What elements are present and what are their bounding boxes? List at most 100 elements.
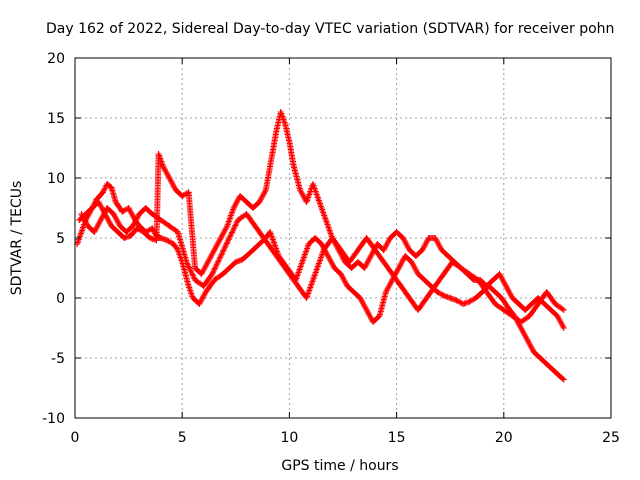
series-trace-b (76, 109, 567, 331)
data-point (483, 289, 490, 295)
data-point (303, 295, 310, 301)
data-point (114, 229, 121, 235)
data-point (560, 325, 567, 331)
data-point (361, 265, 368, 271)
data-point (249, 247, 256, 253)
data-point (125, 205, 132, 211)
data-point (348, 265, 355, 271)
y-axis-label: SDTVAR / TECUs (9, 181, 25, 296)
data-point (492, 301, 499, 307)
data-point (502, 283, 509, 289)
data-point (432, 235, 439, 241)
data-point (389, 271, 396, 277)
data-point (402, 253, 409, 259)
data-point (346, 259, 353, 265)
data-point (140, 229, 147, 235)
data-point (108, 184, 115, 191)
data-point (550, 367, 557, 373)
data-point (185, 283, 192, 289)
data-point (547, 307, 554, 313)
data-point (262, 187, 269, 193)
chart-title: Day 162 of 2022, Sidereal Day-to-day VTE… (46, 21, 614, 37)
data-point (78, 211, 85, 217)
data-point (374, 241, 381, 247)
data-point (211, 277, 218, 283)
data-point (415, 271, 422, 277)
marker-path (78, 205, 566, 325)
x-axis-label: GPS time / hours (281, 458, 398, 474)
data-point (282, 121, 289, 127)
data-point (419, 247, 426, 253)
y-tick-label: 5 (56, 231, 65, 247)
data-point (322, 217, 329, 223)
data-point (372, 247, 379, 253)
data-point (183, 259, 190, 265)
data-point (136, 211, 143, 217)
data-point (185, 189, 192, 196)
data-point (376, 313, 383, 319)
data-point (466, 271, 473, 277)
data-point (277, 259, 284, 265)
data-point (267, 229, 274, 235)
data-point (299, 259, 306, 265)
data-point (226, 235, 233, 241)
x-tick-label: 5 (178, 430, 187, 446)
data-point (440, 292, 447, 299)
data-point (492, 289, 499, 295)
data-point (318, 241, 325, 247)
data-point (164, 237, 171, 244)
data-point (535, 301, 542, 307)
y-tick-label: 10 (47, 171, 65, 187)
data-point (239, 256, 246, 263)
data-point (147, 235, 154, 241)
data-point (316, 199, 323, 205)
data-point (157, 217, 164, 223)
y-tick-label: -10 (42, 411, 65, 427)
data-point (217, 235, 224, 241)
data-point (320, 247, 327, 253)
series-trace-c (78, 205, 567, 325)
data-point (515, 301, 522, 307)
data-point (230, 205, 237, 211)
data-point (78, 229, 85, 235)
y-tick-label: 0 (56, 291, 65, 307)
data-point (397, 283, 404, 289)
data-point (380, 247, 387, 253)
data-point (99, 189, 106, 196)
data-point (355, 247, 362, 253)
data-point (421, 277, 428, 283)
data-point (286, 271, 293, 277)
data-point (445, 253, 452, 259)
data-point (112, 199, 119, 205)
data-layer (74, 109, 567, 383)
data-point (425, 235, 432, 241)
data-point (447, 295, 454, 301)
data-point (344, 283, 351, 289)
data-point (172, 187, 179, 193)
data-point (153, 237, 160, 244)
data-point (219, 271, 226, 277)
data-point (294, 283, 301, 289)
data-point (406, 295, 413, 301)
data-point (537, 355, 544, 361)
data-point (149, 225, 156, 232)
data-point (505, 304, 512, 311)
data-point (466, 298, 473, 305)
data-point (500, 307, 507, 313)
data-point (142, 205, 149, 211)
x-tick-label: 10 (280, 430, 298, 446)
data-point (472, 295, 479, 301)
data-point (556, 373, 563, 379)
data-point (76, 217, 83, 223)
data-point (382, 289, 389, 295)
data-point (560, 376, 567, 383)
data-point (234, 217, 241, 223)
data-point (256, 199, 263, 205)
data-point (370, 319, 377, 325)
data-point (337, 271, 344, 277)
data-point (269, 247, 276, 253)
data-point (249, 205, 256, 211)
data-point (541, 301, 548, 307)
data-point (423, 295, 430, 301)
